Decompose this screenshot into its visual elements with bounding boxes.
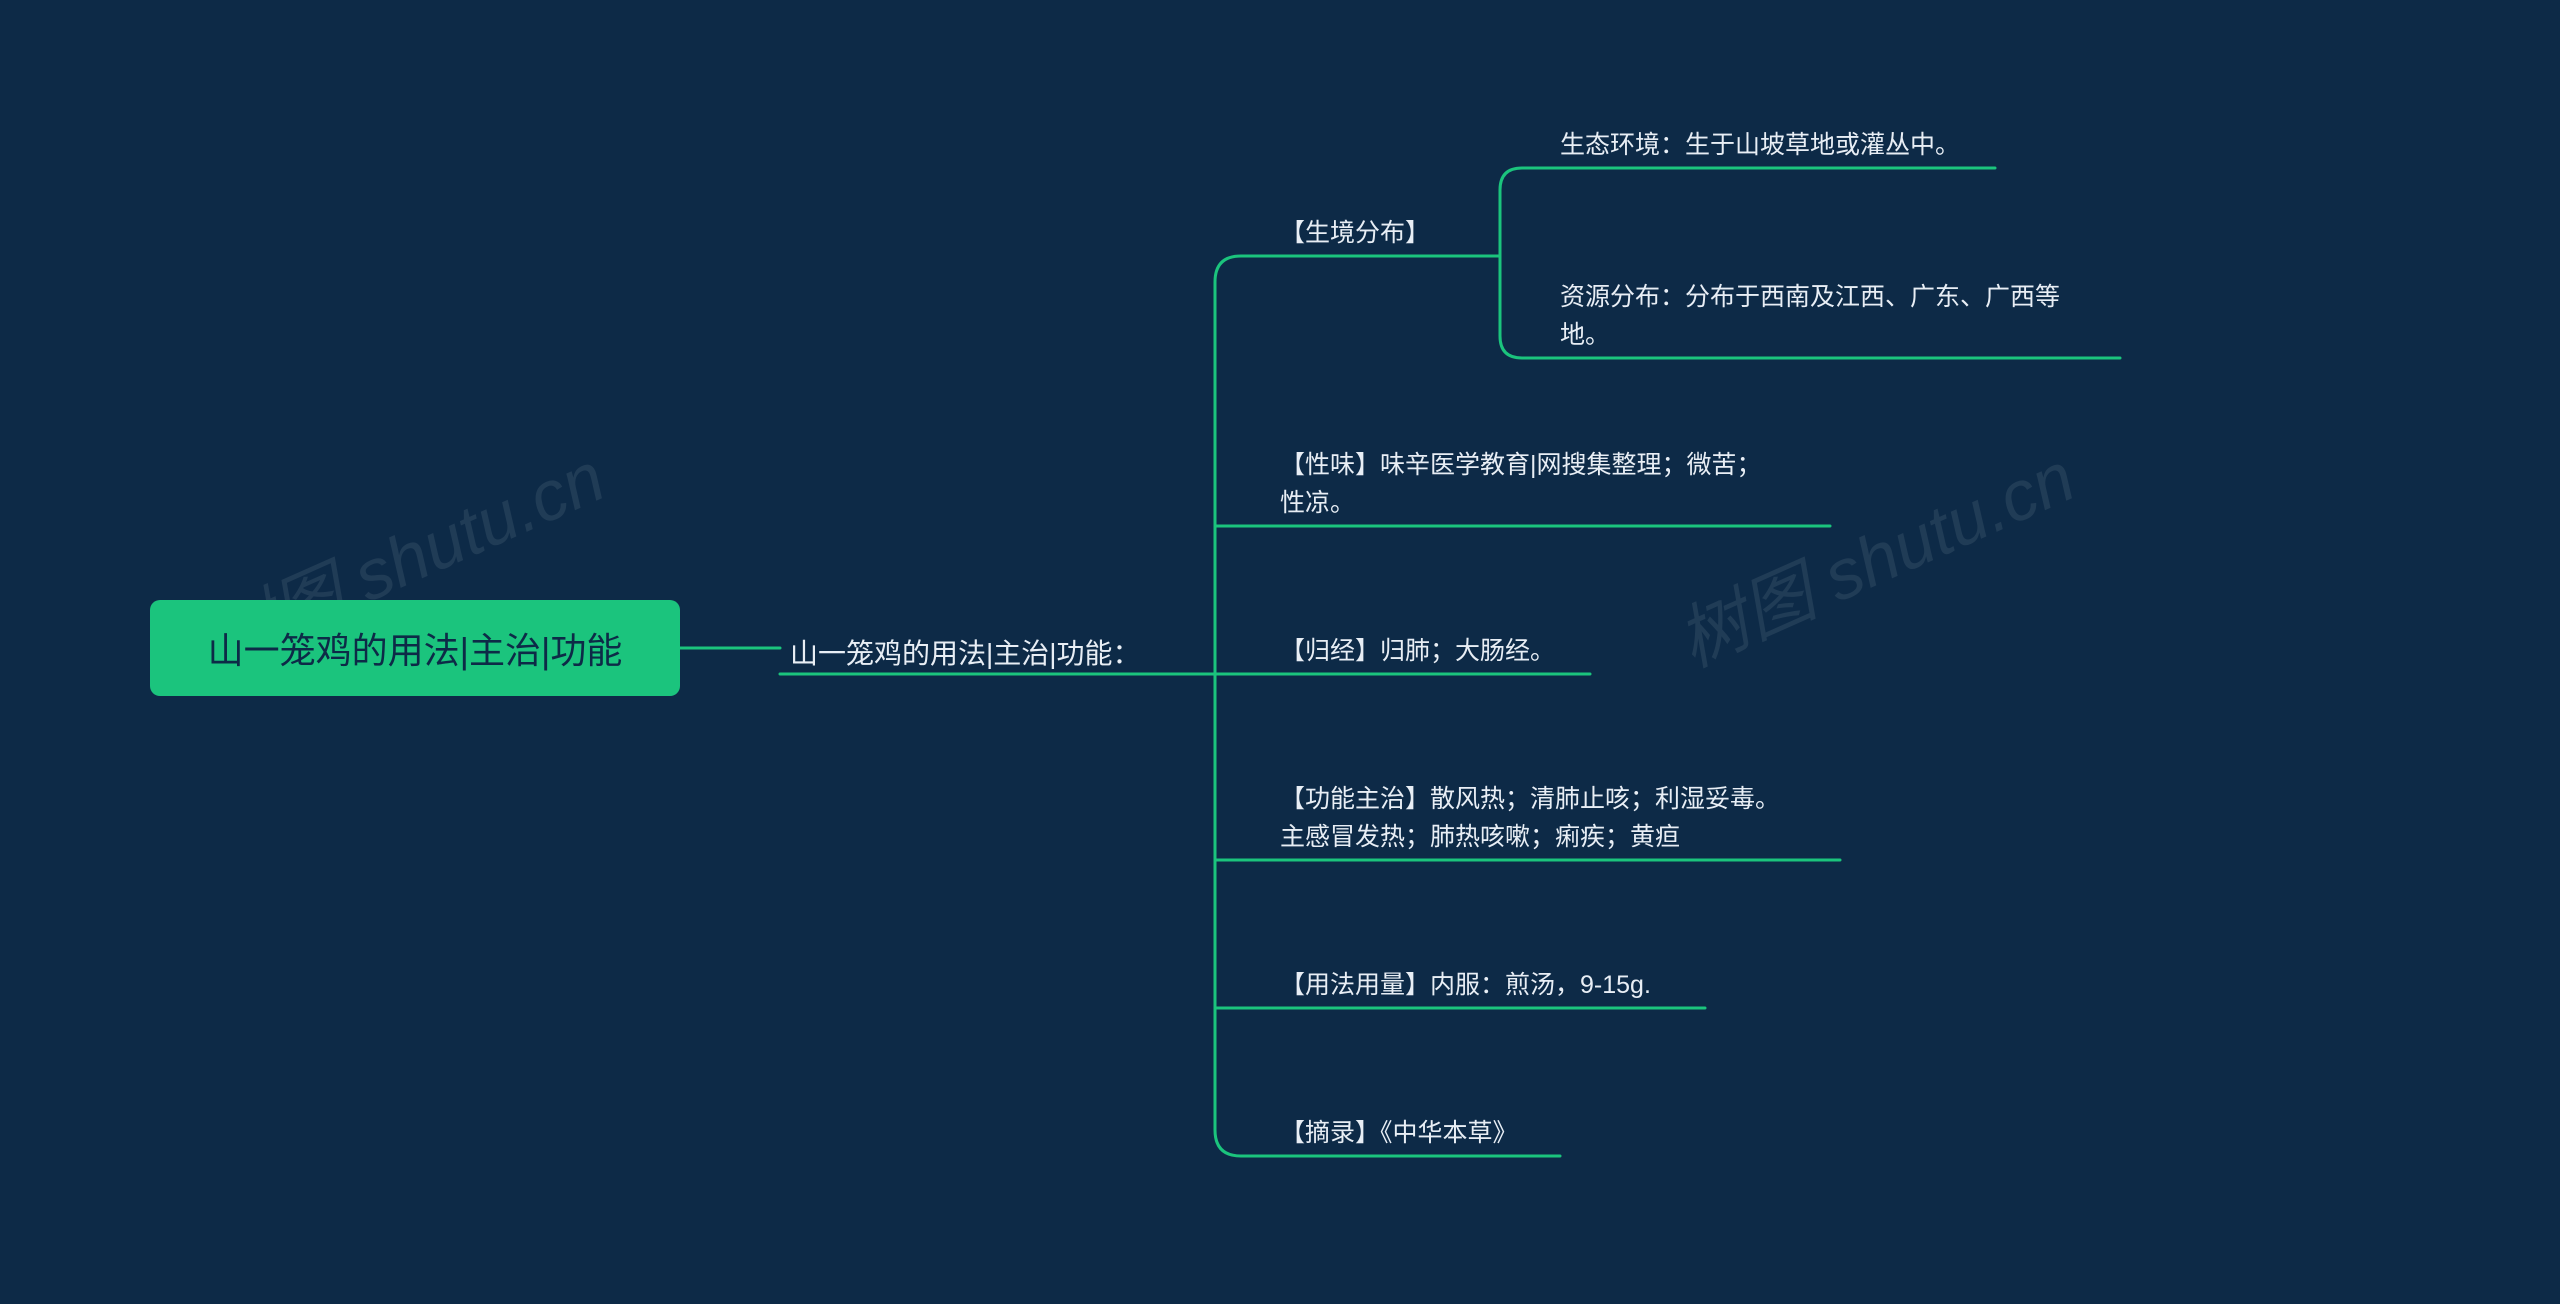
node-taste: 【性味】味辛医学教育|网搜集整理；微苦； 性凉。 <box>1280 446 1762 522</box>
level1-node: 山一笼鸡的用法|主治|功能： <box>790 632 1141 672</box>
node-habitat: 【生境分布】 <box>1280 214 1430 252</box>
node-habitat-dist: 资源分布：分布于西南及江西、广东、广西等 地。 <box>1560 278 2060 354</box>
node-habitat-env: 生态环境：生于山坡草地或灌丛中。 <box>1560 126 1960 164</box>
node-dosage: 【用法用量】内服：煎汤，9-15g. <box>1280 966 1651 1004</box>
node-function: 【功能主治】散风热；清肺止咳；利湿妥毒。 主感冒发热；肺热咳嗽；痢疾；黄疸 <box>1280 780 1780 856</box>
node-meridian: 【归经】归肺；大肠经。 <box>1280 632 1555 670</box>
root-node: 山一笼鸡的用法|主治|功能 <box>150 600 680 696</box>
root-label: 山一笼鸡的用法|主治|功能 <box>208 622 623 674</box>
node-source: 【摘录】《中华本草》 <box>1280 1114 1518 1152</box>
